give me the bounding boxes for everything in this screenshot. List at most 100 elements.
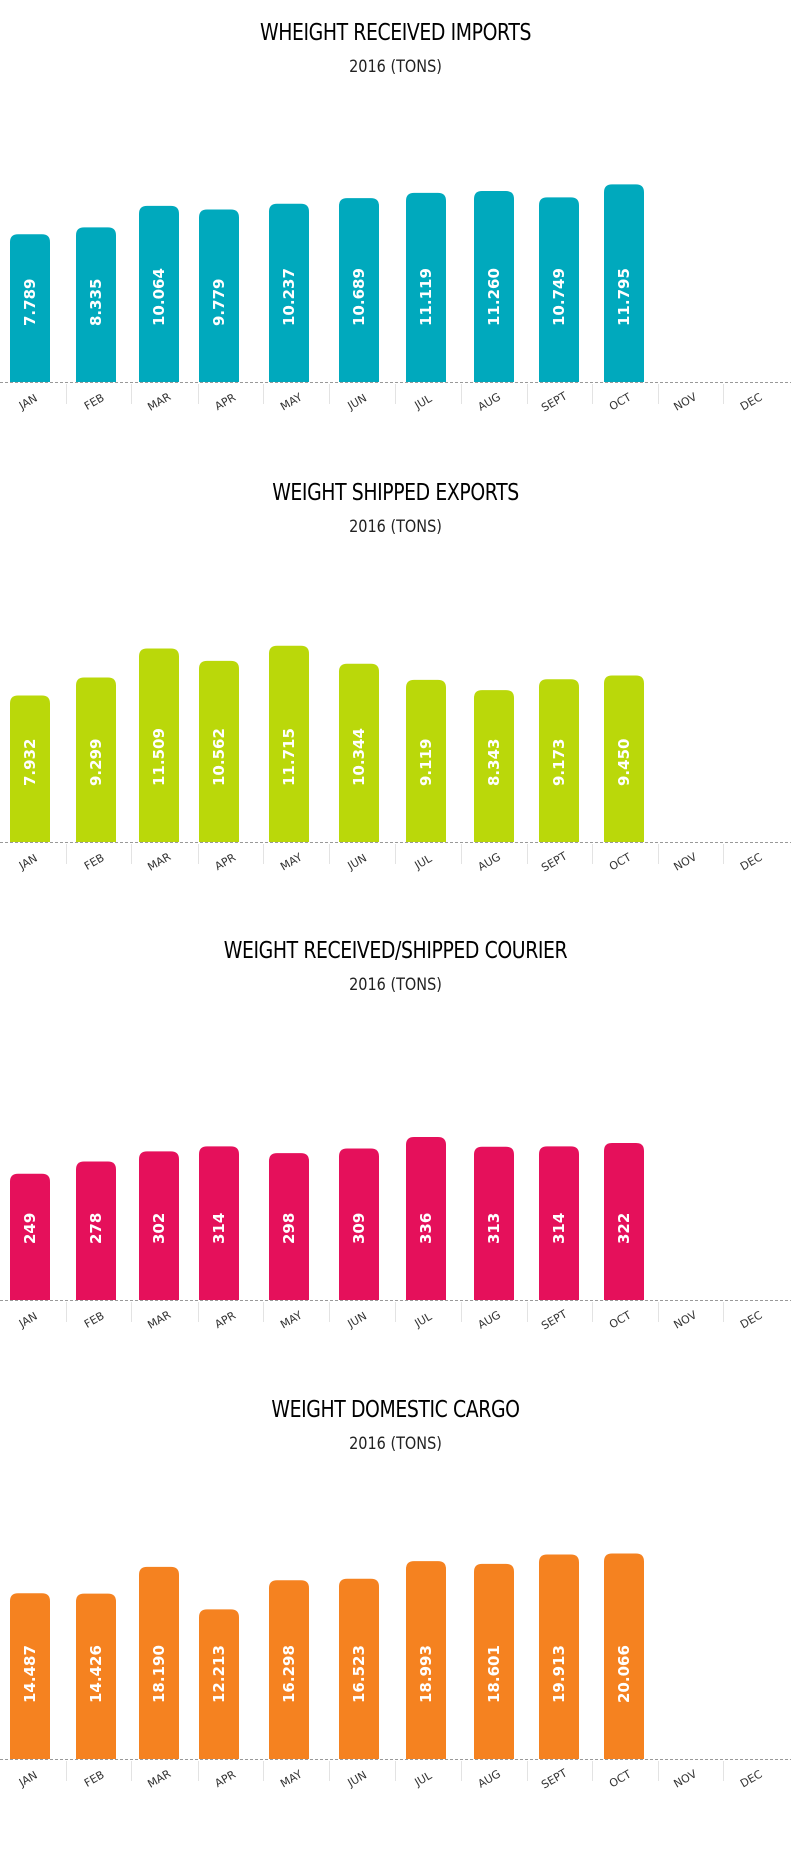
bar-jul bbox=[406, 1561, 446, 1759]
month-tick-label: FEB bbox=[82, 1309, 107, 1331]
bar-jan bbox=[10, 695, 50, 842]
month-tick-label: MAR bbox=[145, 1767, 173, 1791]
bar-chart-1: 7.789 8.335 10.064 9.779 10.237 10.689 11.119 1… bbox=[0, 0, 791, 459]
bar-value-label: 18.601 bbox=[485, 1645, 503, 1703]
chart-subtitle: 2016 (TONS) bbox=[349, 1434, 442, 1454]
bar-value-label: 336 bbox=[417, 1213, 435, 1244]
chart-title: WEIGHT RECEIVED/SHIPPED COURIER bbox=[223, 938, 568, 964]
bar-mar bbox=[139, 1151, 179, 1300]
month-tick-label: NOV bbox=[672, 390, 700, 414]
bar-apr bbox=[199, 1609, 239, 1759]
month-tick-label: JUL bbox=[412, 852, 435, 873]
bar-chart-4: 14.487 14.426 18.190 12.213 16.298 16.523 18.9… bbox=[0, 1377, 791, 1836]
bar-mar bbox=[139, 648, 179, 842]
bar-value-label: 11.119 bbox=[417, 268, 435, 326]
month-tick-label: AUG bbox=[476, 1767, 503, 1790]
bar-may bbox=[269, 645, 309, 842]
bar-value-label: 19.913 bbox=[550, 1645, 568, 1703]
chart-subtitle: 2016 (TONS) bbox=[349, 517, 442, 537]
month-tick-label: OCT bbox=[607, 390, 634, 413]
bar-value-label: 278 bbox=[87, 1213, 105, 1244]
bar-jun bbox=[339, 1148, 379, 1300]
bar-value-label: 322 bbox=[615, 1213, 633, 1244]
month-tick-label: FEB bbox=[82, 391, 107, 413]
bar-value-label: 309 bbox=[350, 1213, 368, 1244]
bar-feb bbox=[76, 677, 116, 842]
month-tick-label: FEB bbox=[82, 851, 107, 873]
bar-feb bbox=[76, 1161, 116, 1300]
month-tick-label: JUL bbox=[412, 1769, 435, 1790]
month-tick-label: DEC bbox=[738, 1767, 765, 1790]
month-tick-label: JUL bbox=[412, 1310, 435, 1331]
chart-title: WEIGHT DOMESTIC CARGO bbox=[271, 1397, 520, 1423]
bar-value-label: 11.509 bbox=[150, 728, 168, 786]
bar-value-label: 14.426 bbox=[87, 1645, 105, 1703]
chart-plot: 14.487 14.426 18.190 12.213 16.298 16.523 18.9… bbox=[0, 1553, 791, 1791]
month-tick-label: APR bbox=[213, 391, 239, 413]
bar-may bbox=[269, 1153, 309, 1300]
bar-jun bbox=[339, 198, 379, 382]
bar-value-label: 314 bbox=[550, 1213, 568, 1244]
bar-value-label: 11.715 bbox=[280, 728, 298, 786]
bar-value-label: 9.173 bbox=[550, 739, 568, 786]
bar-mar bbox=[139, 205, 179, 382]
bar-value-label: 249 bbox=[21, 1213, 39, 1244]
month-tick-label: SEPT bbox=[539, 849, 569, 874]
month-tick-label: APR bbox=[213, 851, 239, 873]
bar-value-label: 302 bbox=[150, 1213, 168, 1244]
bar-value-label: 18.993 bbox=[417, 1645, 435, 1703]
bar-value-label: 10.562 bbox=[210, 728, 228, 786]
bar-jun bbox=[339, 1578, 379, 1759]
bar-aug bbox=[474, 191, 514, 382]
bar-may bbox=[269, 203, 309, 382]
chart-plot: 7.789 8.335 10.064 9.779 10.237 10.689 11.119 1… bbox=[0, 184, 791, 414]
bar-sept bbox=[539, 1554, 579, 1759]
bar-value-label: 10.749 bbox=[550, 268, 568, 326]
month-tick-label: DEC bbox=[738, 850, 765, 873]
month-tick-label: JAN bbox=[16, 1310, 40, 1331]
bar-apr bbox=[199, 1146, 239, 1300]
month-tick-label: SEPT bbox=[539, 389, 569, 414]
bar-apr bbox=[199, 660, 239, 842]
bar-value-label: 7.932 bbox=[21, 739, 39, 786]
month-tick-label: MAR bbox=[145, 1308, 173, 1332]
month-tick-label: JUL bbox=[412, 392, 435, 413]
bar-feb bbox=[76, 1593, 116, 1759]
month-tick-label: MAY bbox=[278, 850, 305, 873]
bar-feb bbox=[76, 227, 116, 382]
bar-value-label: 14.487 bbox=[21, 1645, 39, 1703]
bar-value-label: 9.299 bbox=[87, 739, 105, 786]
bar-value-label: 16.523 bbox=[350, 1645, 368, 1703]
bar-oct bbox=[604, 1553, 644, 1759]
month-tick-label: SEPT bbox=[539, 1766, 569, 1791]
bar-value-label: 7.789 bbox=[21, 279, 39, 326]
month-tick-label: OCT bbox=[607, 850, 634, 873]
month-tick-label: MAY bbox=[278, 390, 305, 413]
month-tick-label: MAR bbox=[145, 390, 173, 414]
bar-value-label: 8.343 bbox=[485, 739, 503, 786]
month-tick-label: JAN bbox=[16, 852, 40, 873]
bar-sept bbox=[539, 197, 579, 382]
bar-value-label: 9.119 bbox=[417, 739, 435, 786]
month-tick-label: JAN bbox=[16, 392, 40, 413]
bar-aug bbox=[474, 1563, 514, 1759]
bar-value-label: 10.064 bbox=[150, 268, 168, 326]
month-tick-label: AUG bbox=[476, 850, 503, 873]
month-tick-label: APR bbox=[213, 1309, 239, 1331]
bar-value-label: 11.260 bbox=[485, 268, 503, 326]
bar-sept bbox=[539, 679, 579, 842]
bar-value-label: 9.779 bbox=[210, 279, 228, 326]
bar-aug bbox=[474, 1146, 514, 1300]
bar-value-label: 11.795 bbox=[615, 268, 633, 326]
bar-jan bbox=[10, 1593, 50, 1759]
bar-jul bbox=[406, 1137, 446, 1300]
month-tick-label: JUN bbox=[345, 1309, 369, 1331]
bar-jul bbox=[406, 192, 446, 382]
bar-value-label: 10.344 bbox=[350, 728, 368, 786]
bar-value-label: 9.450 bbox=[615, 739, 633, 786]
month-tick-label: NOV bbox=[672, 1767, 700, 1791]
bar-value-label: 8.335 bbox=[87, 279, 105, 326]
bar-chart-3: 249 278 302 314 298 309 336 313 314 322 JAN FEB MAR A… bbox=[0, 918, 791, 1377]
month-tick-label: MAY bbox=[278, 1308, 305, 1331]
bar-oct bbox=[604, 675, 644, 842]
